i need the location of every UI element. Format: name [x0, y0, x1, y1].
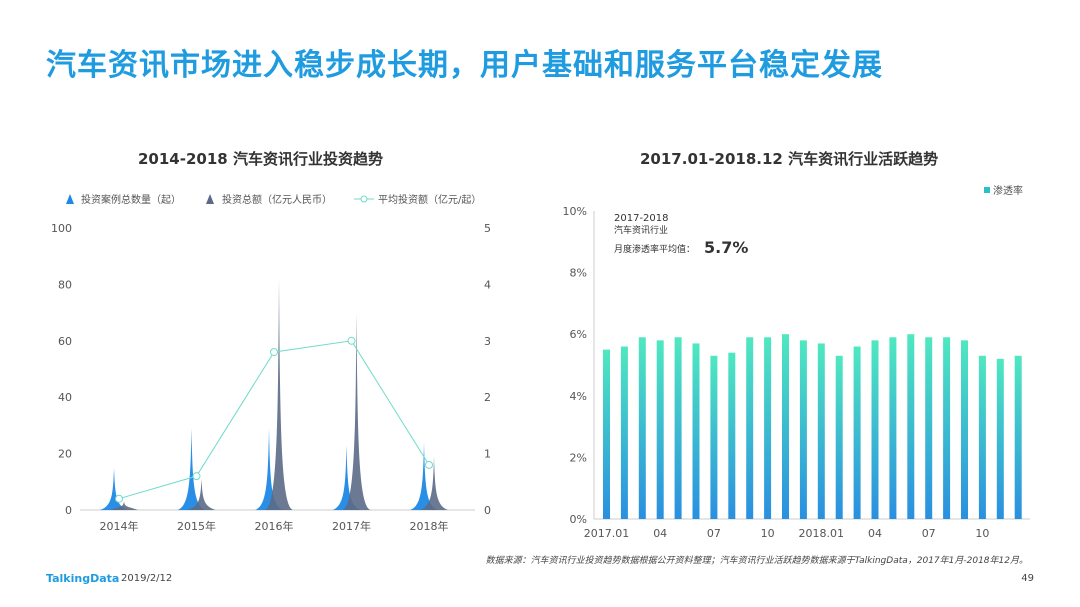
legend-avg-swatch-marker: [360, 195, 368, 203]
penetration-bar: [603, 349, 610, 519]
page-number: 49: [1021, 573, 1034, 584]
right-y-tick-label: 1: [484, 448, 491, 461]
avg-investment-point: [425, 460, 433, 469]
y-tick-label: 2%: [570, 451, 587, 464]
penetration-bar: [835, 355, 843, 519]
penetration-bar: [764, 337, 772, 519]
left-y-tick-label: 80: [58, 278, 72, 291]
left-y-tick-label: 100: [51, 222, 72, 235]
legend: 投资案例总数量（起） 投资总额（亿元人民币） 平均投资额（亿元/起）: [66, 193, 481, 206]
legend-penetration-swatch: [984, 187, 990, 193]
left-y-tick-label: 0: [65, 504, 72, 517]
annotation-line2: 汽车资讯行业: [614, 224, 668, 236]
legend-avg-label: 平均投资额（亿元/起）: [378, 193, 481, 206]
cases-spike: [100, 467, 128, 510]
report-date: 2019/2/12: [121, 573, 173, 584]
avg-investment-point: [347, 336, 356, 345]
penetration-bar: [692, 343, 700, 519]
avg-investment-point: [115, 494, 123, 503]
legend-cases-swatch: [66, 194, 74, 204]
page-title: 汽车资讯市场进入稳步成长期，用户基础和服务平台稳定发展: [46, 48, 883, 83]
left-y-tick-label: 40: [58, 391, 72, 404]
investment-trend-chart: 投资案例总数量（起） 投资总额（亿元人民币） 平均投资额（亿元/起） 02040…: [51, 193, 491, 533]
x-tick-label: 04: [868, 527, 882, 540]
x-tick-label: 2014年: [100, 519, 139, 533]
penetration-bar: [728, 352, 736, 519]
activity-chart-title: 2017.01-2018.12 汽车资讯行业活跃趋势: [640, 150, 939, 168]
x-tick-label: 10: [975, 527, 989, 540]
penetration-bar: [853, 346, 861, 519]
y-tick-label: 6%: [570, 328, 587, 341]
x-tick-label: 07: [922, 527, 936, 540]
penetration-bar: [746, 337, 754, 519]
amount-spike: [342, 312, 371, 510]
x-tick-label: 07: [707, 527, 721, 540]
penetration-bar: [656, 340, 664, 519]
amount-spike: [420, 456, 448, 510]
penetration-bar: [996, 358, 1004, 519]
legend-amount-swatch: [206, 194, 214, 204]
source-note: 数据来源：汽车资讯行业投资趋势数据根据公开资料整理；汽车资讯行业活跃趋势数据来源…: [485, 556, 1028, 566]
penetration-bar: [620, 346, 628, 519]
cases-spike: [332, 445, 361, 510]
avg-investment-point: [192, 472, 201, 481]
left-y-tick-label: 20: [58, 448, 72, 461]
x-tick-label: 2017年: [332, 519, 371, 533]
penetration-bar: [674, 337, 682, 519]
avg-investment-point: [270, 348, 278, 357]
penetration-bar: [782, 334, 789, 519]
annotation-line3: 月度渗透率平均值：: [614, 243, 695, 255]
brand-logo: TalkingData: [46, 572, 120, 585]
cases-spike: [410, 442, 438, 510]
x-tick-label: 2015年: [177, 519, 216, 533]
amount-spike: [110, 501, 138, 510]
annotation: 2017-2018 汽车资讯行业 月度渗透率平均值： 5.7%: [614, 213, 748, 257]
x-tick-label: 2016年: [255, 519, 294, 533]
legend: 渗透率: [984, 184, 1023, 197]
penetration-bar: [889, 337, 897, 519]
y-tick-label: 4%: [570, 390, 587, 403]
penetration-bar: [638, 337, 646, 519]
legend-cases-label: 投资案例总数量（起）: [81, 193, 181, 206]
penetration-bar: [925, 337, 933, 519]
annotation-value: 5.7%: [704, 238, 748, 257]
right-y-tick-label: 0: [484, 504, 491, 517]
x-tick-label: 2018.01: [799, 527, 845, 540]
penetration-bar: [1014, 355, 1022, 519]
cases-spike: [177, 428, 206, 510]
penetration-bar: [907, 334, 915, 519]
y-tick-label: 0%: [570, 513, 587, 526]
right-y-tick-label: 3: [484, 335, 491, 348]
y-tick-label: 8%: [570, 267, 587, 280]
right-y-tick-label: 2: [484, 391, 491, 404]
x-tick-label: 10: [761, 527, 775, 540]
activity-trend-chart: 渗透率 2017-2018 汽车资讯行业 月度渗透率平均值： 5.7% 0% 2%…: [563, 184, 1030, 540]
investment-chart-title: 2014-2018 汽车资讯行业投资趋势: [138, 150, 383, 168]
x-tick-label: 2018年: [410, 519, 449, 533]
penetration-bar: [943, 337, 951, 519]
penetration-bar: [817, 343, 825, 519]
legend-amount-label: 投资总额（亿元人民币）: [222, 193, 332, 206]
penetration-bar: [978, 355, 986, 519]
amount-spike: [265, 278, 293, 510]
penetration-bar: [871, 340, 879, 519]
left-y-tick-label: 60: [58, 335, 72, 348]
penetration-bar: [710, 355, 718, 519]
amount-spike: [187, 478, 216, 510]
annotation-line1: 2017-2018: [614, 213, 669, 224]
right-y-tick-label: 5: [484, 222, 491, 235]
x-tick-label: 04: [653, 527, 667, 540]
penetration-bar: [799, 340, 807, 519]
cases-spike: [255, 428, 283, 510]
y-tick-label: 10%: [563, 205, 587, 218]
penetration-bar: [961, 340, 968, 519]
legend-penetration-label: 渗透率: [993, 184, 1023, 197]
avg-investment-line: [118, 340, 430, 500]
right-y-tick-label: 4: [484, 278, 491, 291]
x-tick-label: 2017.01: [584, 527, 630, 540]
